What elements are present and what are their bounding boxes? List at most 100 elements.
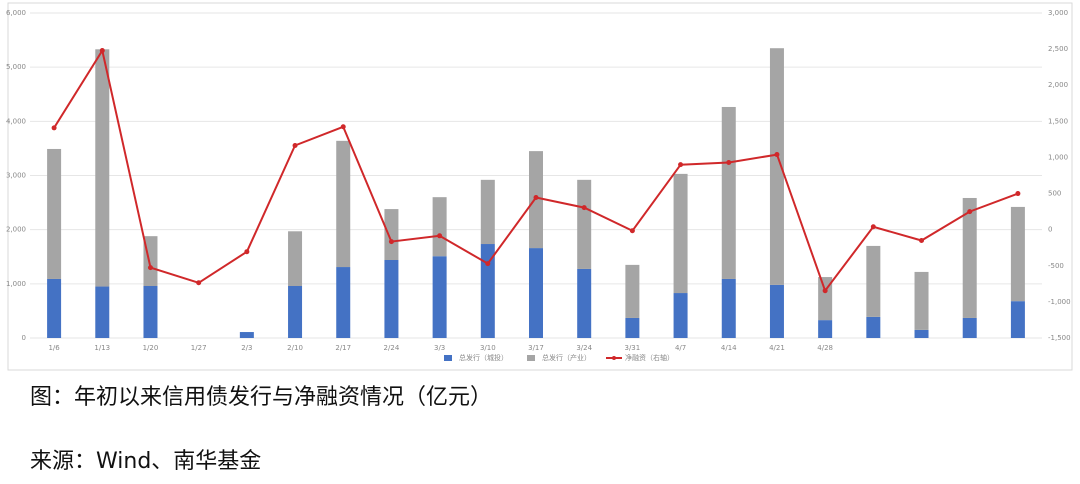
bar: [384, 209, 399, 260]
x-tick-label: 3/3: [434, 344, 445, 352]
bar: [866, 245, 881, 317]
bar: [95, 49, 110, 287]
bar: [914, 329, 929, 338]
y2-tick-label: -1,500: [1048, 334, 1071, 342]
source: 来源：Wind、南华基金: [30, 449, 261, 474]
bar: [962, 317, 977, 338]
legend-swatch-dot: [612, 356, 616, 360]
x-tick-label: 3/24: [576, 344, 592, 352]
line-point: [678, 162, 684, 168]
y2-tick-label: 2,000: [1048, 81, 1068, 89]
line-point: [967, 209, 973, 215]
bar: [721, 106, 736, 279]
legend-label: 净融资（右轴）: [625, 353, 674, 362]
line-point: [485, 261, 491, 267]
y-tick-label: 3,000: [6, 172, 26, 180]
x-tick-label: 2/10: [287, 344, 303, 352]
x-tick-label: 4/14: [721, 344, 737, 352]
bar: [384, 260, 399, 338]
x-tick-label: 3/17: [528, 344, 544, 352]
bar: [1010, 301, 1025, 338]
bar: [288, 286, 303, 338]
bar: [1010, 206, 1025, 302]
line-point: [774, 152, 780, 158]
line-point: [822, 288, 828, 294]
y-tick-label: 0: [22, 334, 26, 342]
legend-swatch: [444, 355, 452, 361]
y-tick-label: 1,000: [6, 280, 26, 288]
bar: [336, 140, 351, 268]
y2-tick-label: 1,000: [1048, 153, 1068, 161]
line-point: [437, 233, 443, 239]
bar: [673, 173, 688, 294]
bar: [625, 264, 640, 318]
x-tick-label: 4/7: [675, 344, 686, 352]
line-point: [870, 224, 876, 230]
line-point: [629, 228, 635, 234]
x-tick-label: 2/3: [241, 344, 252, 352]
x-tick-label: 1/27: [191, 344, 207, 352]
line-point: [581, 205, 587, 211]
line-point: [1015, 191, 1021, 197]
y2-tick-label: 500: [1048, 190, 1061, 198]
x-tick-label: 4/21: [769, 344, 785, 352]
x-tick-label: 1/20: [143, 344, 159, 352]
line-point: [196, 280, 202, 286]
bar: [95, 286, 110, 338]
bar: [432, 197, 447, 257]
y-tick-label: 4,000: [6, 117, 26, 125]
x-tick-label: 3/31: [625, 344, 641, 352]
caption: 图：年初以来信用债发行与净融资情况（亿元）: [30, 385, 492, 410]
bar: [47, 148, 62, 279]
legend-label: 总发行（城投）: [459, 353, 508, 362]
line-point: [147, 265, 153, 271]
y2-tick-label: 3,000: [1048, 9, 1068, 17]
line-point: [533, 195, 539, 201]
bar: [673, 293, 688, 338]
line-point: [51, 125, 57, 131]
bar: [818, 277, 833, 321]
x-tick-label: 1/13: [94, 344, 110, 352]
line-point: [292, 143, 298, 149]
y2-tick-label: -500: [1048, 262, 1064, 270]
bar: [769, 284, 784, 338]
bar: [432, 256, 447, 338]
y2-tick-label: 1,500: [1048, 117, 1068, 125]
bar: [577, 179, 592, 269]
line-point: [388, 239, 394, 245]
bar: [480, 179, 495, 245]
line-point: [244, 249, 250, 255]
bar: [866, 316, 881, 338]
bar: [721, 278, 736, 338]
y-tick-label: 2,000: [6, 226, 26, 234]
legend-label: 总发行（产业）: [542, 353, 591, 362]
y-tick-label: 5,000: [6, 63, 26, 71]
bar: [577, 268, 592, 338]
bar: [480, 244, 495, 338]
bar: [962, 197, 977, 318]
y-tick-label: 6,000: [6, 9, 26, 17]
x-tick-label: 1/6: [48, 344, 60, 352]
line-point: [340, 124, 346, 130]
bar: [47, 278, 62, 338]
bar: [239, 332, 254, 338]
bar: [529, 248, 543, 338]
legend-swatch: [527, 355, 535, 361]
bar: [625, 317, 640, 338]
bar: [914, 271, 929, 330]
y2-tick-label: -1,000: [1048, 298, 1071, 306]
x-tick-label: 2/24: [384, 344, 400, 352]
bar: [818, 320, 833, 338]
y2-tick-label: 0: [1048, 226, 1052, 234]
x-tick-label: 3/10: [480, 344, 496, 352]
line-point: [99, 48, 105, 54]
bar: [336, 267, 351, 338]
x-tick-label: 4/28: [817, 344, 833, 352]
x-tick-label: 2/17: [335, 344, 351, 352]
bar: [143, 286, 158, 338]
bar: [288, 231, 303, 286]
line-point: [919, 238, 925, 243]
line-point: [726, 160, 732, 165]
